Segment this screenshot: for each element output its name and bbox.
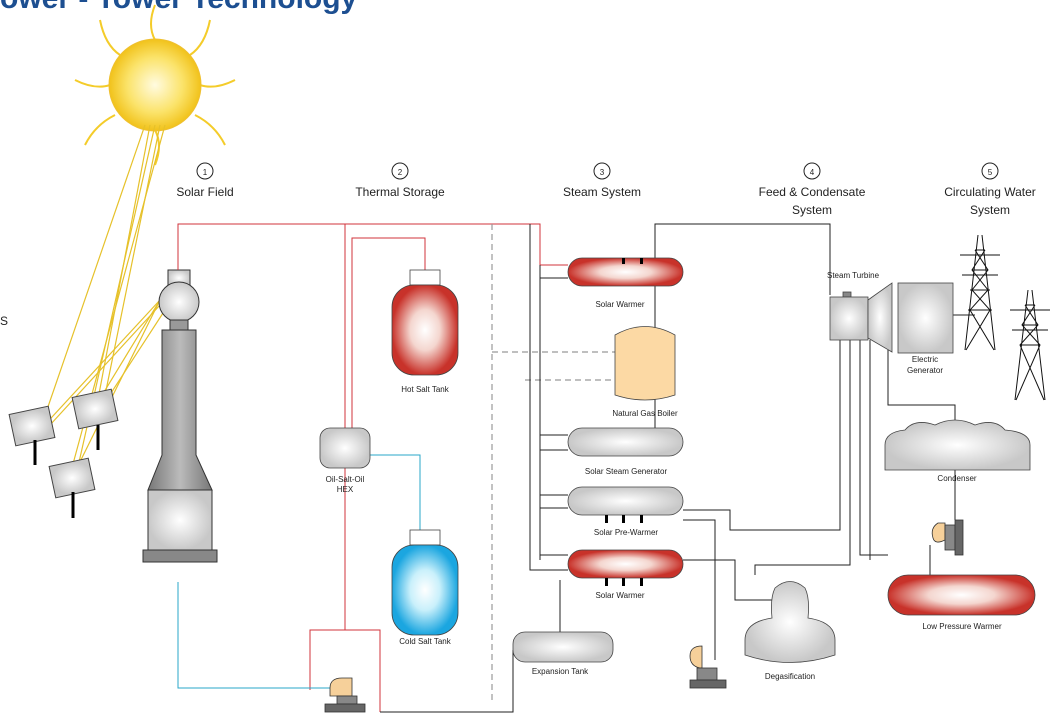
section-label: Circulating Water	[944, 185, 1036, 199]
component-label: Hot Salt Tank	[401, 385, 449, 394]
component-label: Electric	[912, 355, 938, 364]
section-number: 1	[203, 168, 208, 177]
component-label: Solar Warmer	[595, 300, 644, 309]
component-label: Degasification	[765, 672, 815, 681]
heliostats	[9, 389, 118, 518]
section-number: 3	[600, 168, 605, 177]
sun-rays	[40, 125, 165, 480]
component-label: Natural Gas Boiler	[612, 409, 678, 418]
section-label: Feed & Condensate	[759, 185, 866, 199]
title: ower - Tower Technology	[0, 0, 358, 15]
section-number: 4	[810, 168, 815, 177]
side-letter: S	[0, 314, 8, 328]
section-label: Steam System	[563, 185, 641, 199]
component-label: Expansion Tank	[532, 667, 589, 676]
component-label: Solar Warmer	[595, 591, 644, 600]
section-label: Solar Field	[176, 185, 233, 199]
component-label: Cold Salt Tank	[399, 637, 451, 646]
transmission-towers	[960, 235, 1050, 400]
component-label: Low Pressure Warmer	[922, 622, 1002, 631]
section-number: 2	[398, 168, 403, 177]
section-number: 5	[988, 168, 993, 177]
component-label: HEX	[337, 485, 354, 494]
diagram: ower - Tower Technology S 1 Solar Field …	[0, 0, 1064, 721]
component-label: Solar Pre-Warmer	[594, 528, 658, 537]
component-label: Solar Steam Generator	[585, 467, 668, 476]
component-label: Oil-Salt-Oil	[326, 475, 365, 484]
component-label: Condenser	[937, 474, 976, 483]
sun-disc	[109, 39, 201, 131]
section-label: System	[792, 203, 832, 217]
solar-tower	[143, 270, 217, 562]
section-label: Thermal Storage	[355, 185, 445, 199]
component-label: Generator	[907, 366, 943, 375]
component-label: Steam Turbine	[827, 271, 880, 280]
sections: 1 Solar Field 2 Thermal Storage 3 Steam …	[176, 163, 1035, 217]
section-label: System	[970, 203, 1010, 217]
equipment	[320, 258, 1035, 663]
